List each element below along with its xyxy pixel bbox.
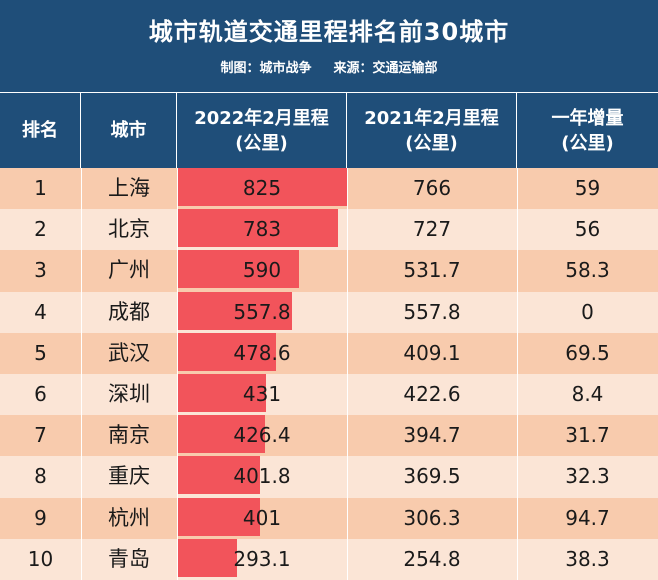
header-km-2022-unit: (公里) — [235, 132, 288, 154]
table-row: 3 广州 590 531.7 58.3 — [0, 250, 658, 292]
header-km-2022-label: 2022年2月里程 — [194, 107, 329, 129]
mileage-bar — [177, 373, 266, 412]
km-2021-cell: 531.7 — [403, 258, 461, 283]
city-cell: 上海 — [108, 176, 150, 200]
increase-cell: 8.4 — [571, 381, 604, 406]
title-bar: 城市轨道交通里程排名前30城市 制图：城市战争 来源：交通运输部 — [0, 0, 658, 92]
km-2022-cell: 401 — [242, 505, 282, 530]
km-2021-cell: 394.7 — [403, 423, 461, 448]
increase-cell: 59 — [574, 176, 601, 200]
maker-credit: 制图：城市战争 — [220, 61, 312, 76]
mileage-bar — [177, 209, 339, 248]
mileage-bar — [177, 538, 238, 577]
column-divider — [517, 168, 518, 580]
rank-cell: 1 — [34, 176, 47, 200]
chart-title: 城市轨道交通里程排名前30城市 — [148, 18, 510, 46]
table-row: 2 北京 783 727 56 — [0, 209, 658, 251]
city-cell: 成都 — [108, 299, 150, 324]
increase-cell: 94.7 — [565, 505, 610, 530]
city-cell: 武汉 — [108, 340, 150, 365]
rank-cell: 3 — [34, 258, 47, 283]
header-km-2021-label: 2021年2月里程 — [364, 107, 499, 129]
header-rank: 排名 — [0, 93, 81, 168]
header-increase: 一年增量 (公里) — [517, 93, 658, 168]
table-row: 6 深圳 431 422.6 8.4 — [0, 373, 658, 416]
increase-cell: 56 — [574, 217, 601, 242]
table-row: 8 重庆 401.8 369.5 32.3 — [0, 456, 658, 498]
km-2022-cell: 478.6 — [233, 340, 291, 365]
city-cell: 杭州 — [108, 505, 150, 530]
city-cell: 南京 — [108, 423, 150, 448]
rank-cell: 10 — [27, 546, 54, 571]
table-row: 7 南京 426.4 394.7 31.7 — [0, 415, 658, 457]
increase-cell: 0 — [581, 299, 594, 324]
column-divider — [81, 168, 82, 580]
table-row: 9 杭州 401 306.3 94.7 — [0, 497, 658, 539]
credit-line: 制图：城市战争 来源：交通运输部 — [0, 57, 658, 76]
city-cell: 深圳 — [108, 381, 150, 406]
km-2022-cell: 825 — [242, 176, 282, 200]
km-2021-cell: 306.3 — [403, 505, 461, 530]
header-km-2021: 2021年2月里程 (公里) — [347, 93, 517, 168]
km-2021-cell: 766 — [412, 176, 452, 200]
rank-cell: 5 — [34, 340, 47, 365]
mileage-bar — [177, 291, 292, 330]
rank-cell: 9 — [34, 505, 47, 530]
header-increase-unit: (公里) — [561, 132, 614, 154]
mileage-bar — [177, 456, 260, 495]
km-2022-cell: 426.4 — [233, 423, 291, 448]
increase-cell: 38.3 — [565, 546, 610, 571]
increase-cell: 32.3 — [565, 464, 610, 489]
increase-cell: 31.7 — [565, 423, 610, 448]
km-2022-cell: 590 — [242, 258, 282, 283]
mileage-bar — [177, 497, 260, 536]
city-cell: 重庆 — [108, 464, 150, 489]
header-city-label: 城市 — [110, 120, 147, 141]
increase-cell: 58.3 — [565, 258, 610, 283]
rank-cell: 8 — [34, 464, 47, 489]
rank-cell: 2 — [34, 217, 47, 242]
column-divider — [347, 168, 348, 580]
km-2022-cell: 557.8 — [233, 299, 291, 324]
table-header: 排名 城市 2022年2月里程 (公里) 2021年2月里程 (公里) 一年增量… — [0, 93, 658, 168]
km-2021-cell: 254.8 — [403, 546, 461, 571]
mileage-bar — [177, 250, 299, 289]
mileage-bar — [177, 168, 347, 206]
table-row: 5 武汉 478.6 409.1 69.5 — [0, 332, 658, 374]
mileage-bar — [177, 415, 265, 454]
header-rank-label: 排名 — [22, 120, 58, 141]
mileage-bar — [177, 332, 276, 371]
km-2022-cell: 401.8 — [233, 464, 291, 489]
column-divider — [177, 168, 178, 580]
km-2021-cell: 422.6 — [403, 381, 461, 406]
km-2021-cell: 409.1 — [403, 340, 461, 365]
km-2021-cell: 369.5 — [403, 464, 461, 489]
city-cell: 北京 — [108, 217, 150, 242]
header-km-2021-unit: (公里) — [405, 132, 458, 154]
km-2022-cell: 431 — [242, 381, 282, 406]
km-2022-cell: 293.1 — [233, 546, 291, 571]
header-city: 城市 — [81, 93, 177, 168]
table-row: 10 青岛 293.1 254.8 38.3 — [0, 538, 658, 580]
table-body: 1 上海 825 766 59 2 北京 783 727 56 3 广州 590 531.7 58.3 4 成都… — [0, 168, 658, 580]
rank-cell: 7 — [34, 423, 47, 448]
increase-cell: 69.5 — [565, 340, 610, 365]
source-credit: 来源：交通运输部 — [333, 61, 438, 76]
rank-cell: 6 — [34, 381, 47, 406]
header-increase-label: 一年增量 — [551, 107, 624, 129]
km-2021-cell: 557.8 — [403, 299, 461, 324]
km-2021-cell: 727 — [412, 217, 452, 242]
rank-cell: 4 — [34, 299, 47, 324]
header-km-2022: 2022年2月里程 (公里) — [177, 93, 347, 168]
city-cell: 青岛 — [108, 546, 150, 571]
table-row: 1 上海 825 766 59 — [0, 168, 658, 210]
table-row: 4 成都 557.8 557.8 0 — [0, 291, 658, 333]
city-cell: 广州 — [108, 258, 150, 283]
km-2022-cell: 783 — [242, 217, 282, 242]
